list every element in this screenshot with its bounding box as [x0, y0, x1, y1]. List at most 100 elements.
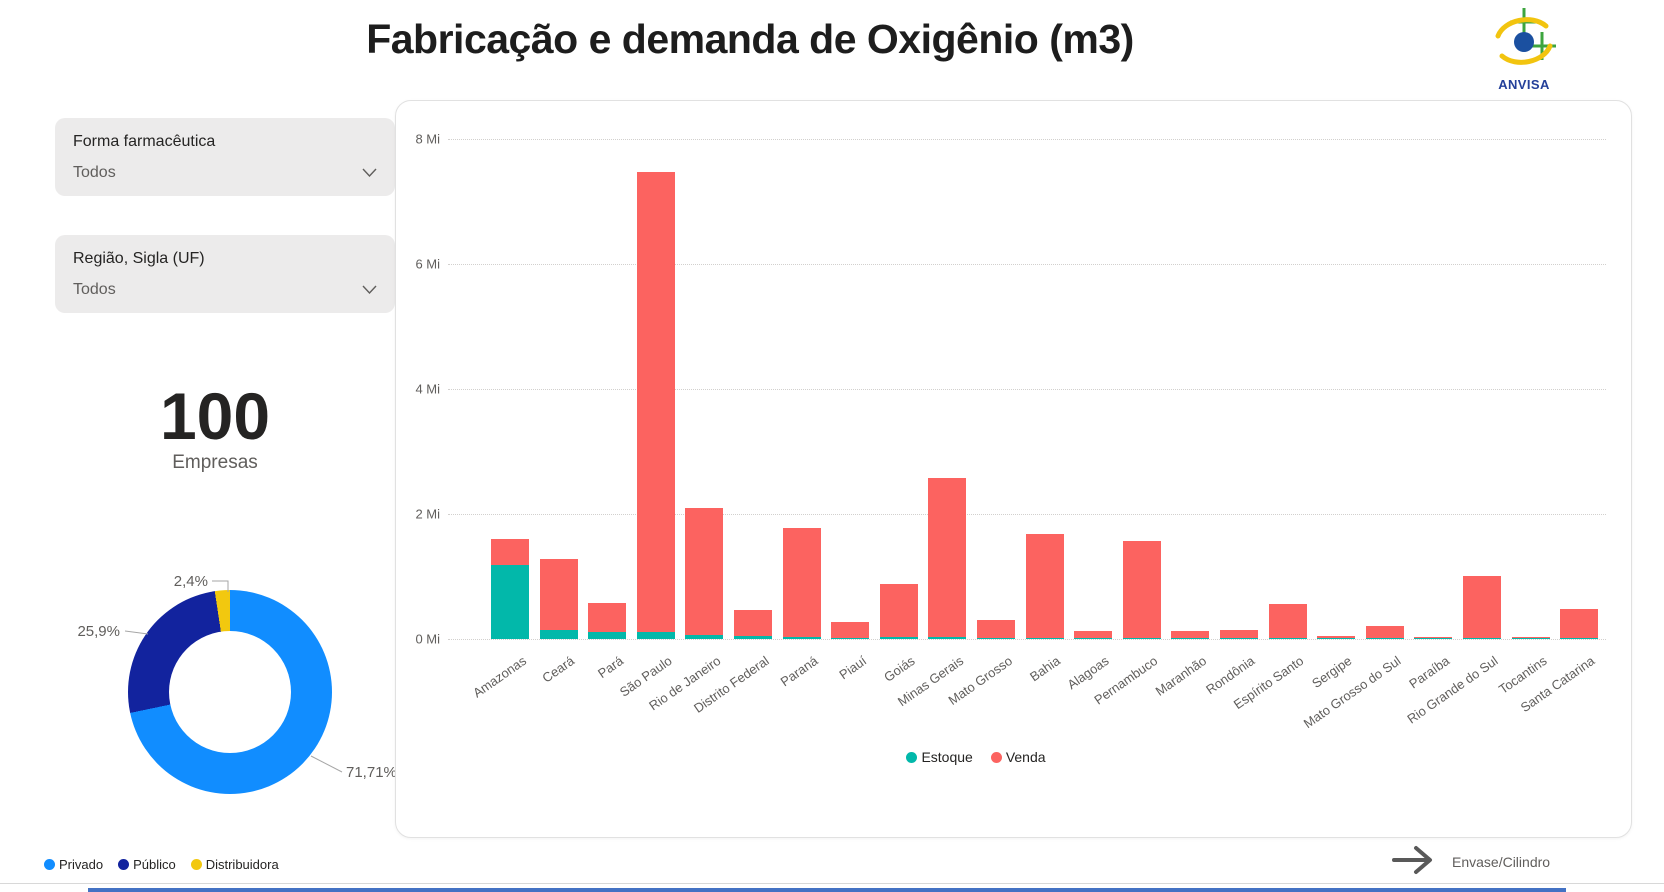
x-axis-label-Goiás: Goiás [880, 653, 918, 685]
next-page-button[interactable] [1390, 842, 1436, 883]
bar-estoque-Ceará[interactable] [539, 630, 578, 639]
next-page-label[interactable]: Envase/Cilindro [1452, 854, 1551, 870]
bar-estoque-Maranhão[interactable] [1171, 638, 1210, 639]
legend-label: Privado [59, 857, 104, 872]
bar-venda-Santa Catarina[interactable] [1560, 608, 1599, 638]
gridline-2Mi [448, 514, 1606, 515]
donut-label-Privado: 71,71% [346, 764, 397, 781]
bar-estoque-Paraná[interactable] [782, 637, 821, 639]
bar-estoque-Alagoas[interactable] [1074, 638, 1113, 639]
slicer-regiao-label: Região, Sigla (UF) [73, 250, 205, 267]
bar-venda-Espírito Santo[interactable] [1268, 604, 1307, 638]
bar-estoque-Pará[interactable] [588, 631, 627, 639]
donut-legend: Privado Público Distribuidora [44, 857, 279, 872]
legend-dot-público [118, 859, 130, 870]
bar-venda-Piauí[interactable] [831, 622, 870, 638]
x-axis-label-Bahia: Bahia [1027, 653, 1064, 685]
kpi-empresas-label: Empresas [172, 452, 258, 473]
legend-item-público[interactable]: Público [118, 857, 176, 872]
bar-estoque-Distrito Federal[interactable] [734, 635, 772, 639]
bar-venda-Rio de Janeiro[interactable] [685, 507, 724, 635]
bar-venda-Goiás[interactable] [879, 584, 918, 638]
bar-estoque-Espírito Santo[interactable] [1268, 638, 1307, 639]
y-axis-tick-label: 6 Mi [415, 256, 440, 272]
bar-estoque-Amazonas[interactable] [491, 565, 529, 639]
bar-venda-Minas Gerais[interactable] [928, 478, 967, 638]
legend-dot-privado [44, 859, 55, 870]
chevron-down-icon[interactable] [362, 164, 377, 182]
gridline-4Mi [448, 389, 1606, 390]
legend-label: Distribuidora [205, 857, 279, 872]
bar-estoque-Rio de Janeiro[interactable] [685, 634, 724, 639]
legend-item-estoque[interactable]: Estoque [906, 749, 973, 765]
bar-venda-Mato Grosso do Sul[interactable] [1365, 626, 1404, 638]
legend-dot-estoque [906, 751, 918, 763]
kpi-empresas-value: 100 [159, 379, 271, 453]
x-axis-label-Paraná: Paraná [777, 653, 821, 690]
slicer-forma-dropdown[interactable]: Todos [73, 164, 377, 182]
donut-label-Público: 25,9% [77, 623, 120, 640]
legend-dot-venda [990, 751, 1002, 763]
bar-venda-Ceará[interactable] [539, 559, 578, 631]
bar-venda-Maranhão[interactable] [1171, 631, 1210, 638]
legend-label: Venda [1005, 749, 1046, 765]
x-axis-label-Ceará: Ceará [539, 653, 578, 686]
x-axis-label-Maranhão: Maranhão [1152, 653, 1210, 699]
bar-venda-São Paulo[interactable] [636, 172, 675, 632]
bar-venda-Distrito Federal[interactable] [734, 609, 772, 636]
bar-estoque-São Paulo[interactable] [636, 631, 675, 639]
anvisa-logo-text: ANVISA [1498, 77, 1550, 92]
legend-label: Público [133, 857, 176, 872]
y-axis-tick-label: 2 Mi [415, 506, 440, 522]
bar-venda-Bahia[interactable] [1025, 534, 1064, 638]
anvisa-logo-icon [1495, 8, 1556, 65]
page-title: Fabricação e demanda de Oxigênio (m3) [366, 16, 1134, 62]
bar-estoque-Mato Grosso[interactable] [977, 637, 1015, 639]
legend-dot-distribuidora [190, 859, 202, 870]
bar-venda-Rio Grande do Sul[interactable] [1463, 575, 1501, 638]
bar-venda-Alagoas[interactable] [1074, 631, 1113, 638]
bar-venda-Paraná[interactable] [782, 527, 821, 638]
bar-venda-Mato Grosso[interactable] [977, 620, 1015, 638]
legend-item-venda[interactable]: Venda [990, 749, 1046, 765]
bar-estoque-Paraíba[interactable] [1414, 638, 1453, 639]
bar-estoque-Mato Grosso do Sul[interactable] [1365, 638, 1404, 639]
x-axis-label-Piauí: Piauí [835, 653, 869, 683]
bar-estoque-Rio Grande do Sul[interactable] [1463, 638, 1501, 639]
page-scrollbar[interactable] [88, 888, 1566, 892]
slicer-regiao-uf: Região, Sigla (UF) Todos [55, 235, 395, 313]
bar-chart-card: 0 Mi 2 Mi 4 Mi 6 Mi 8 Mi Amazonas Ceará Pará São… [395, 100, 1632, 838]
bar-estoque-Bahia[interactable] [1025, 637, 1064, 639]
legend-item-privado[interactable]: Privado [44, 857, 103, 872]
gridline-8Mi [448, 139, 1606, 140]
slicer-forma-label: Forma farmacêutica [73, 133, 216, 150]
chevron-down-icon[interactable] [362, 281, 377, 299]
gridline-6Mi [448, 264, 1606, 265]
slicer-forma-value: Todos [73, 164, 116, 181]
bar-estoque-Rondônia[interactable] [1220, 638, 1258, 639]
bar-estoque-Pernambuco[interactable] [1122, 637, 1161, 639]
donut-label-Distribuidora: 2,4% [173, 573, 208, 590]
arrow-right-icon [1392, 846, 1432, 874]
bar-estoque-Piauí[interactable] [831, 637, 870, 639]
bar-estoque-Goiás[interactable] [879, 637, 918, 639]
bar-venda-Paraíba[interactable] [1414, 636, 1453, 638]
y-axis-tick-label: 8 Mi [415, 131, 440, 147]
slicer-regiao-dropdown[interactable]: Todos [73, 281, 377, 299]
bar-venda-Rondônia[interactable] [1220, 629, 1258, 638]
bar-estoque-Minas Gerais[interactable] [928, 637, 967, 639]
bar-venda-Amazonas[interactable] [491, 539, 529, 566]
bar-estoque-Sergipe[interactable] [1317, 638, 1356, 639]
legend-item-distribuidora[interactable]: Distribuidora [190, 857, 279, 872]
donut-chart[interactable] [128, 590, 332, 794]
bar-venda-Tocantins[interactable] [1511, 636, 1550, 638]
y-axis-tick-label: 0 Mi [415, 631, 440, 647]
bar-estoque-Santa Catarina[interactable] [1560, 638, 1599, 639]
bar-estoque-Tocantins[interactable] [1511, 638, 1550, 639]
bar-venda-Sergipe[interactable] [1317, 635, 1356, 638]
x-axis-label-Pará: Pará [594, 653, 626, 682]
bar-venda-Pará[interactable] [588, 603, 627, 632]
bar-venda-Pernambuco[interactable] [1122, 540, 1161, 638]
x-axis-label-Amazonas: Amazonas [469, 653, 529, 701]
